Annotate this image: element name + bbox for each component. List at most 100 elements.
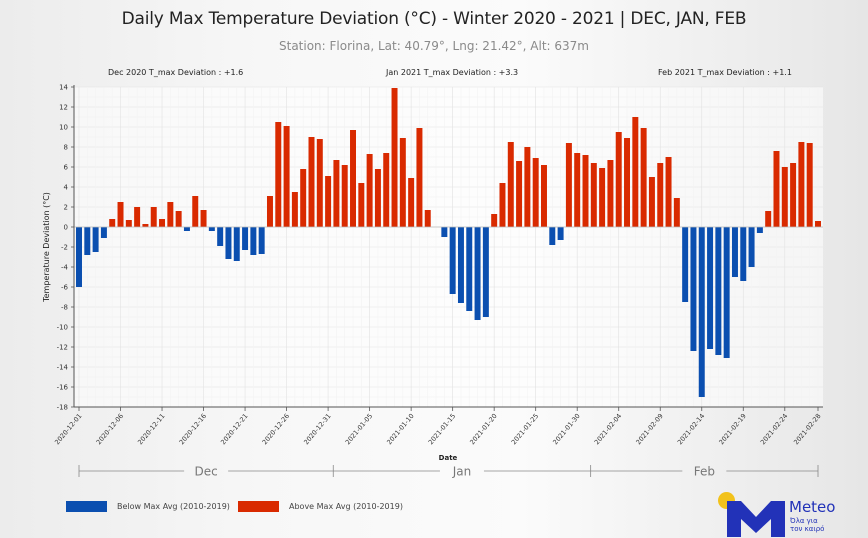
- bar-above: [790, 163, 797, 227]
- bar-above: [358, 183, 365, 227]
- bar-above: [815, 221, 821, 227]
- bar-above: [541, 165, 547, 227]
- bar-below: [723, 227, 730, 358]
- bar-above: [665, 157, 672, 227]
- bar-below: [441, 227, 448, 237]
- x-tick-label: 2020-12-01: [53, 412, 83, 446]
- chart-subtitle: Station: Florina, Lat: 40.79°, Lng: 21.4…: [279, 39, 589, 53]
- bar-above: [565, 143, 572, 227]
- y-tick-label: 6: [64, 164, 69, 172]
- bar-above: [109, 219, 116, 227]
- bar-above: [150, 207, 157, 227]
- y-tick-label: 2: [64, 204, 68, 212]
- bar-above: [499, 183, 506, 227]
- x-tick-label: 2021-02-24: [759, 412, 789, 446]
- bar-above: [590, 163, 597, 227]
- x-tick-label: 2021-01-20: [468, 412, 498, 446]
- bar-above: [308, 137, 315, 227]
- bar-below: [740, 227, 747, 281]
- y-tick-label: 14: [59, 84, 68, 92]
- bar-below: [233, 227, 240, 261]
- bar-above: [599, 168, 606, 227]
- bar-below: [258, 227, 265, 254]
- x-tick-label: 2020-12-21: [219, 412, 249, 446]
- bar-above: [624, 138, 631, 227]
- x-tick-label: 2021-02-09: [634, 412, 664, 446]
- bar-above: [333, 160, 340, 227]
- bar-above: [291, 192, 298, 227]
- bar-above: [424, 210, 431, 227]
- bar-above: [773, 151, 780, 227]
- bar-above: [175, 211, 182, 227]
- legend-above: Above Max Avg (2010-2019): [238, 501, 403, 512]
- bar-below: [482, 227, 489, 317]
- bar-above: [416, 128, 423, 227]
- x-tick-label: 2020-12-31: [302, 412, 332, 446]
- bar-above: [134, 207, 141, 227]
- chart-area: 14121086420-2-4-6-8-10-12-14-16-182020-1…: [42, 84, 823, 479]
- bar-above: [391, 88, 398, 227]
- bar-above: [632, 117, 639, 227]
- month-brackets: Dec Jan Feb: [78, 465, 819, 479]
- bar-below: [242, 227, 249, 250]
- bar-above: [491, 214, 498, 227]
- bar-below: [183, 227, 190, 231]
- bar-below: [682, 227, 689, 302]
- bar-above: [366, 154, 373, 227]
- bar-below: [84, 227, 91, 255]
- bar-below: [748, 227, 755, 267]
- bar-above: [673, 198, 680, 227]
- x-tick-label: 2021-02-28: [792, 412, 822, 446]
- bar-above: [507, 142, 514, 227]
- logo-tagline: Όλα για τον καιρό: [790, 517, 825, 533]
- bar-below: [698, 227, 705, 397]
- legend-above-swatch: [238, 501, 279, 512]
- bar-below: [449, 227, 456, 294]
- bar-above: [125, 220, 132, 227]
- y-tick-label: -14: [57, 364, 69, 372]
- y-tick-label: -4: [61, 264, 69, 272]
- legend-below-label: Below Max Avg (2010-2019): [117, 502, 230, 511]
- bar-above: [192, 196, 199, 227]
- meteo-logo: Meteo Όλα για τον καιρό: [716, 490, 866, 537]
- x-tick-label: 2020-12-16: [178, 412, 208, 446]
- bar-above: [408, 178, 415, 227]
- x-tick-label: 2021-02-19: [717, 412, 747, 446]
- bar-below: [250, 227, 257, 255]
- x-tick-label: 2020-12-11: [136, 412, 166, 446]
- bar-above: [524, 147, 531, 227]
- x-tick-label: 2021-01-30: [551, 412, 581, 446]
- bar-above: [582, 155, 589, 227]
- bar-below: [474, 227, 481, 320]
- bar-above: [374, 169, 381, 227]
- bar-above: [781, 167, 788, 227]
- bar-above: [532, 158, 539, 227]
- x-tick-label: 2021-02-14: [676, 412, 706, 446]
- bar-below: [707, 227, 714, 349]
- x-tick-label: 2021-01-10: [385, 412, 415, 446]
- bar-below: [92, 227, 99, 252]
- x-tick-label: 2020-12-26: [261, 412, 291, 446]
- bar-below: [457, 227, 464, 303]
- bar-above: [657, 163, 664, 227]
- y-tick-label: -16: [57, 384, 69, 392]
- bar-above: [316, 139, 323, 227]
- logo-brand: Meteo: [789, 498, 836, 516]
- x-axis-label: Date: [439, 454, 458, 462]
- bar-above: [615, 132, 622, 227]
- grid-lines: [74, 86, 823, 408]
- bar-above: [159, 219, 166, 227]
- bar-below: [100, 227, 107, 238]
- bar-above: [574, 153, 581, 227]
- y-tick-label: -2: [61, 244, 68, 252]
- month-bracket-label: Jan: [452, 465, 472, 479]
- meteo-m-icon: [727, 501, 785, 537]
- month-bracket-label: Feb: [694, 465, 715, 479]
- y-tick-label: 10: [59, 124, 68, 132]
- bar-below: [549, 227, 556, 245]
- bar-above: [266, 196, 273, 227]
- bar-above: [607, 160, 614, 227]
- bar-above: [350, 130, 356, 227]
- legend-below: Below Max Avg (2010-2019): [66, 501, 230, 512]
- legend-above-label: Above Max Avg (2010-2019): [289, 502, 403, 511]
